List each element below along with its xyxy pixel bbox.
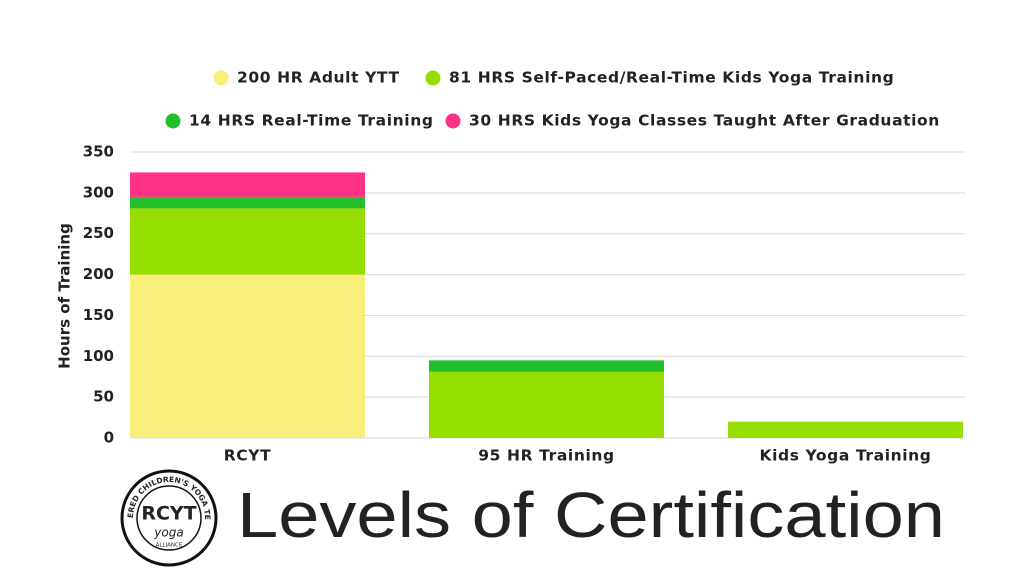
bar-segment — [429, 360, 664, 372]
bar-segment — [130, 196, 365, 209]
x-tick-label: Kids Yoga Training — [759, 447, 931, 465]
bar-segment — [728, 421, 963, 438]
logo-small: ALLIANCE — [156, 543, 183, 549]
bar-segment — [130, 172, 365, 197]
legend-label: 30 HRS Kids Yoga Classes Taught After Gr… — [469, 112, 940, 130]
legend-swatch — [445, 113, 461, 129]
logo-inner — [136, 485, 202, 551]
legend-swatch — [165, 113, 181, 129]
y-tick-label: 350 — [83, 143, 114, 161]
bar-segment — [130, 274, 365, 438]
y-axis-label: Hours of Training — [56, 223, 74, 369]
legend-swatch — [425, 70, 441, 86]
logo-ring — [120, 469, 218, 567]
y-tick-label: 250 — [83, 224, 114, 242]
y-tick-label: 300 — [83, 183, 114, 201]
chart-title: Levels of Certification — [237, 479, 945, 551]
y-tick-label: 0 — [104, 429, 114, 447]
x-tick-label: 95 HR Training — [478, 447, 614, 465]
bar-segment — [429, 371, 664, 438]
legend-swatch — [213, 70, 229, 86]
y-tick-label: 100 — [83, 347, 114, 365]
bar-segment — [130, 208, 365, 275]
y-tick-label: 200 — [83, 265, 114, 283]
legend-label: 81 HRS Self-Paced/Real-Time Kids Yoga Tr… — [449, 69, 894, 87]
legend-label: 14 HRS Real-Time Training — [189, 112, 434, 130]
y-tick-label: 50 — [93, 388, 114, 406]
legend-label: 200 HR Adult YTT — [237, 69, 400, 87]
y-tick-label: 150 — [83, 306, 114, 324]
logo-sub: yoga — [153, 526, 183, 540]
logo-main: RCYT — [141, 503, 196, 525]
x-tick-label: RCYT — [224, 447, 272, 465]
